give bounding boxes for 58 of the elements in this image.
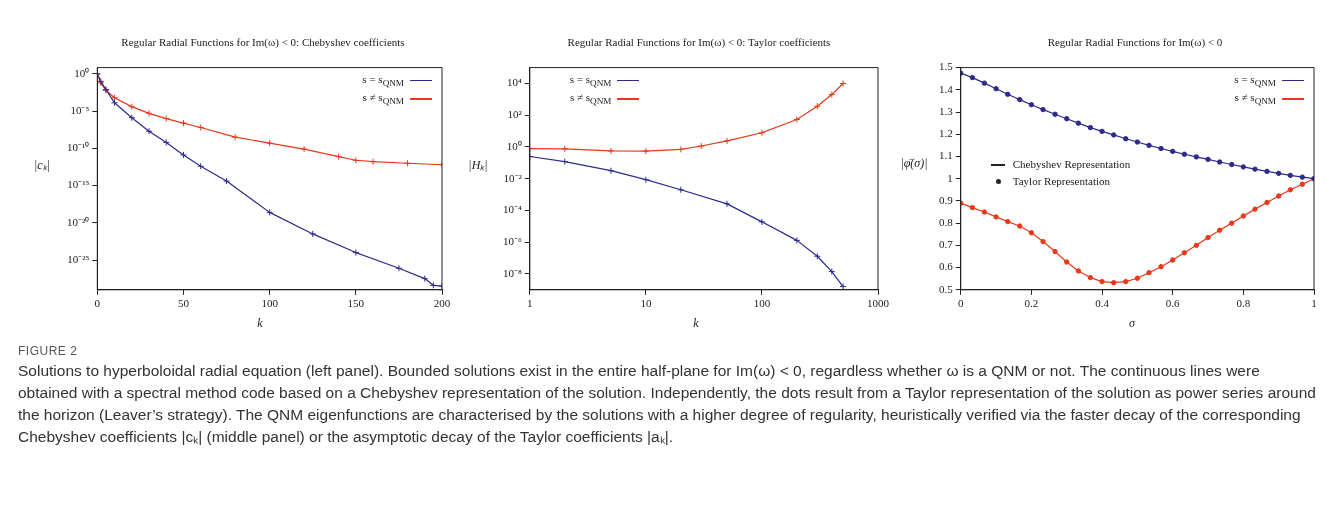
y-tick-label: 1.3 xyxy=(939,104,954,117)
y-tick-label: 0.5 xyxy=(939,282,954,295)
annotation: Chebyshev Representation xyxy=(1012,157,1131,173)
y-axis-title: |Hₖ| xyxy=(467,157,489,173)
y-tick-label: 10² xyxy=(507,108,523,121)
y-tick-label: 0.8 xyxy=(939,216,954,229)
y-tick-label: 1.5 xyxy=(939,60,954,73)
x-tick-label: 50 xyxy=(177,297,190,310)
x-tick-label: 0 xyxy=(94,297,101,310)
text: Solutions to hyperboloidal radial equation (left panel). Bounded solutions exist in the entire half-plane for Im(ω) < 0, regardless whether ω is a QNM or not. The continuous lines were obtained with a spectral method code based on a Chebyshev representation of the solution. Independently, the dots result from a Taylor representation of the solution as power series around the horizon (Leaver’s strategy). The QNM eigenfunctions are characterised by the solutions with a higher degree of regularity, heuristically verified via the faster decay of the corresponding Chebyshev coefficients |cₖ| (middle panel) or the asymptotic decay of the Taylor coefficients |aₖ|. xyxy=(18,361,1317,447)
y-tick-label: 10⁰ xyxy=(506,139,522,152)
x-tick-label: 0 xyxy=(958,297,964,310)
y-tick-label: 0.6 xyxy=(939,260,954,273)
y-tick-label: 10⁻⁶ xyxy=(502,235,522,248)
y-tick-label: 10⁻⁵ xyxy=(70,104,90,117)
legend-label: s = s$_{QNM}$ xyxy=(1234,71,1276,90)
y-axis-title: |φ̄(σ)| xyxy=(899,156,929,171)
x-tick-label: 0.2 xyxy=(1024,297,1039,310)
x-axis-title: k xyxy=(692,316,700,331)
x-tick-label: 1000 xyxy=(867,297,890,310)
y-tick-label: 10⁻²⁵ xyxy=(67,252,90,265)
x-tick-label: 10 xyxy=(640,297,652,310)
legend-label: s = s$_{QNM}$ xyxy=(362,71,404,90)
x-axis-title: k xyxy=(256,316,264,331)
y-tick-label: 0.7 xyxy=(939,238,954,251)
x-tick-label: 100 xyxy=(753,297,771,310)
chart-title: Regular Radial Functions for Im(ω) < 0 xyxy=(1046,36,1224,50)
y-tick-label: 10⁰ xyxy=(74,66,90,79)
y-tick-label: 10⁻⁸ xyxy=(502,266,522,279)
text: FIGURE 2 xyxy=(18,344,79,358)
x-tick-label: 1 xyxy=(1311,297,1317,310)
chart-title: Regular Radial Functions for Im(ω) < 0: Taylor coefficients xyxy=(566,36,832,50)
y-tick-label: 1.2 xyxy=(939,127,953,140)
y-axis-title: |cₖ| xyxy=(33,157,51,173)
y-tick-label: 10⁻¹⁰ xyxy=(66,141,90,154)
legend-label: s ≠ s$_{QNM}$ xyxy=(569,89,612,108)
legend-label: s = s$_{QNM}$ xyxy=(569,71,612,90)
y-tick-label: 10⁻⁴ xyxy=(502,203,522,216)
y-tick-label: 10⁻² xyxy=(503,171,523,184)
y-tick-label: 1 xyxy=(947,171,953,184)
x-tick-label: 1 xyxy=(527,297,533,310)
chart-title: Regular Radial Functions for Im(ω) < 0: Chebyshev coefficients xyxy=(120,36,406,50)
y-tick-label: 10⁴ xyxy=(506,76,522,89)
y-tick-label: 1.1 xyxy=(939,149,953,162)
y-tick-label: 10⁻¹⁵ xyxy=(67,178,90,191)
x-tick-label: 0.8 xyxy=(1236,297,1251,310)
annotation: Taylor Representation xyxy=(1012,174,1111,190)
x-tick-label: 100 xyxy=(261,297,279,310)
x-axis-title: σ xyxy=(1128,316,1136,331)
x-tick-label: 200 xyxy=(433,297,451,310)
x-tick-label: 0.6 xyxy=(1165,297,1181,310)
x-tick-label: 150 xyxy=(347,297,365,310)
legend-label: s ≠ s$_{QNM}$ xyxy=(362,89,404,108)
y-tick-label: 0.9 xyxy=(939,193,954,206)
legend-label: s ≠ s$_{QNM}$ xyxy=(1234,89,1276,108)
x-tick-label: 0.4 xyxy=(1095,297,1110,310)
y-tick-label: 10⁻²⁰ xyxy=(66,215,90,228)
y-tick-label: 1.4 xyxy=(939,82,954,95)
